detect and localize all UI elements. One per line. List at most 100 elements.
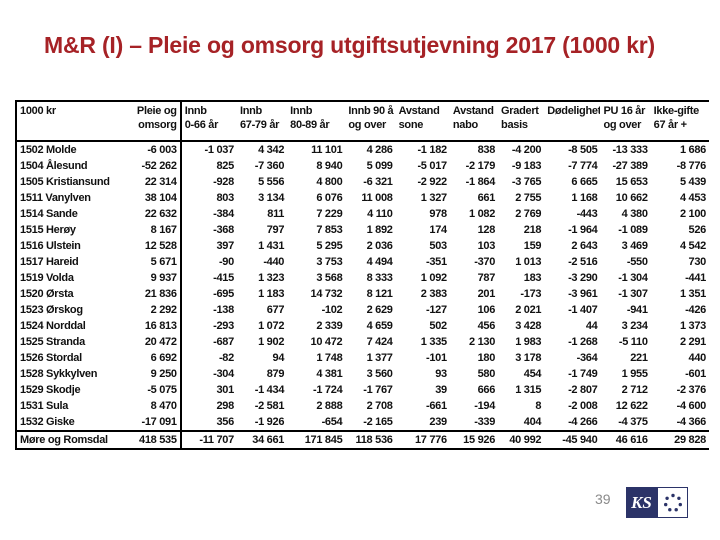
cell: 2 383 (420, 287, 447, 300)
cell: 1 983 (515, 335, 542, 348)
cell: 5 556 (258, 175, 285, 188)
cell: -3 961 (568, 287, 598, 300)
column-header: Dødelighet (544, 101, 601, 142)
cell: -8 505 (568, 143, 598, 156)
cell: -2 581 (254, 399, 285, 412)
cell: 1 373 (679, 319, 706, 332)
column-header: Innb 90 å og over (345, 101, 396, 142)
cell: -6 321 (363, 175, 393, 188)
cell: 5 099 (366, 159, 393, 172)
column-header: Gradert basis (498, 101, 545, 142)
cell: -4 266 (568, 415, 598, 428)
cell: 118 536 (345, 430, 396, 449)
cell: -426 (685, 303, 706, 316)
table-row: 1515 Herøy 8 167 -368 797 7 853 1 892 174 128 21… (16, 222, 709, 238)
cell: 730 (688, 255, 707, 268)
table-total-row: Møre og Romsdal 418 535 -11 707 34 661 171 8… (16, 430, 709, 449)
cell: 4 380 (621, 207, 648, 220)
row-label: 1524 Norddal (20, 319, 86, 332)
cell: -2 807 (568, 383, 598, 396)
cell: 40 992 (498, 430, 545, 449)
cell: 404 (523, 415, 542, 428)
cell: 301 (216, 383, 234, 396)
row-label: 1523 Ørskog (20, 303, 83, 316)
table-row: 1525 Stranda 20 472 -687 1 902 10 472 7 424 1 … (16, 334, 709, 350)
cell: 5 671 (124, 254, 182, 270)
cell: -2 008 (568, 399, 598, 412)
cell: -661 (426, 399, 447, 412)
cell: 2 629 (366, 303, 393, 316)
table-body: 1502 Molde -6 003 -1 037 4 342 11 101 4 286 -1… (16, 141, 709, 449)
cell: -17 091 (124, 414, 182, 431)
cell: -2 165 (363, 415, 393, 428)
cell: -27 389 (612, 159, 648, 172)
cell: -45 940 (544, 430, 601, 449)
cell: 2 036 (366, 239, 393, 252)
cell: 34 661 (236, 430, 288, 449)
cell: 221 (630, 351, 648, 364)
cell: -7 774 (568, 159, 598, 172)
cell: 1 902 (258, 335, 285, 348)
cell: -6 003 (124, 141, 182, 158)
cell: 4 659 (366, 319, 393, 332)
table-header: 1000 kr Pleie og omsorg Innb 0-66 år Innb 67-7… (16, 101, 709, 142)
cell: -5 075 (124, 382, 182, 398)
cell: -5 017 (417, 159, 447, 172)
cell: 2 100 (679, 207, 706, 220)
ks-logo-letters: KS (626, 487, 657, 518)
table-row: 1517 Hareid 5 671 -90 -440 3 753 4 494 -351 -37… (16, 254, 709, 270)
cell: -4 200 (511, 143, 542, 156)
cell: 1 013 (515, 255, 542, 268)
row-label: 1504 Ålesund (20, 159, 88, 172)
cell: 4 342 (258, 143, 285, 156)
cell: 180 (477, 351, 496, 364)
cell: 15 926 (449, 430, 499, 449)
cell: 356 (216, 415, 234, 428)
cell: 5 439 (679, 175, 706, 188)
cell: 2 755 (515, 191, 542, 204)
expenditure-table: 1000 kr Pleie og omsorg Innb 0-66 år Innb 67-7… (15, 100, 709, 450)
cell: -1 767 (363, 383, 393, 396)
cell: 5 295 (316, 239, 343, 252)
cell: 456 (477, 319, 496, 332)
cell: -304 (213, 367, 234, 380)
column-header: Innb 67-79 år (236, 101, 288, 142)
table-row: 1524 Norddal 16 813 -293 1 072 2 339 4 659 502… (16, 318, 709, 334)
column-header: Avstand sone (395, 101, 450, 142)
cell: 1 377 (366, 351, 393, 364)
cell: 239 (429, 415, 447, 428)
cell: 44 (585, 319, 598, 332)
table-row: 1511 Vanylven 38 104 803 3 134 6 076 11 008 1 … (16, 190, 709, 206)
table-row: 1505 Kristiansund 22 314 -928 5 556 4 800 -6 … (16, 174, 709, 190)
column-header: Innb 80-89 år (287, 101, 346, 142)
cell: 677 (266, 303, 285, 316)
cell: 4 494 (366, 255, 393, 268)
cell: -1 864 (465, 175, 496, 188)
cell: 11 008 (361, 191, 393, 204)
cell: 4 542 (679, 239, 706, 252)
cell: 298 (216, 399, 234, 412)
cell: 39 (435, 383, 447, 396)
cell: -4 366 (676, 415, 707, 428)
ks-logo-emblem (657, 487, 688, 518)
row-label: 1511 Vanylven (20, 191, 91, 204)
cell: -415 (213, 271, 234, 284)
cell: 2 291 (679, 335, 706, 348)
cell: -1 037 (204, 143, 235, 156)
cell: 1 431 (258, 239, 285, 252)
row-label: 1526 Stordal (20, 351, 82, 364)
cell: 7 424 (366, 335, 393, 348)
column-header: PU 16 år og over (600, 101, 651, 142)
row-label: 1514 Sande (20, 207, 78, 220)
cell: -1 434 (254, 383, 285, 396)
table-row: 1528 Sykkylven 9 250 -304 879 4 381 3 560 93 58… (16, 366, 709, 382)
cell: 1 686 (679, 143, 706, 156)
table-row: 1519 Volda 9 937 -415 1 323 3 568 8 333 1 092 7… (16, 270, 709, 286)
cell: 183 (523, 271, 542, 284)
cell: 8 470 (124, 398, 182, 414)
cell: 1 092 (420, 271, 447, 284)
table-row: 1502 Molde -6 003 -1 037 4 342 11 101 4 286 -1… (16, 141, 709, 158)
row-label: 1525 Stranda (20, 335, 85, 348)
column-header: Ikke-gifte 67 år + (650, 101, 709, 142)
